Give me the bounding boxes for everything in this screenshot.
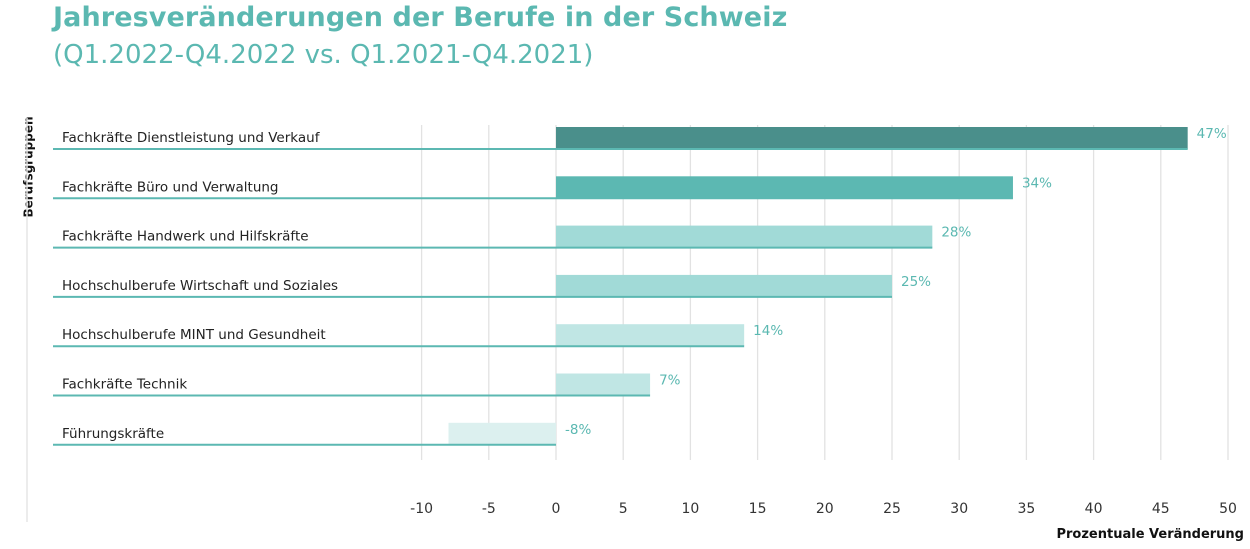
x-tick-label: 20	[816, 501, 834, 517]
value-label: 28%	[941, 225, 971, 241]
chart-subtitle: (Q1.2022-Q4.2022 vs. Q1.2021-Q4.2021)	[53, 40, 594, 70]
category-label: Hochschulberufe MINT und Gesundheit	[62, 327, 326, 343]
x-tick-label: 5	[619, 501, 628, 517]
value-label: 25%	[901, 274, 931, 290]
value-label: 34%	[1022, 175, 1052, 191]
bar	[556, 176, 1013, 199]
x-tick-label: 35	[1017, 501, 1035, 517]
x-tick-label: -5	[482, 501, 496, 517]
bar-row: Fachkräfte Büro und Verwaltung 34%	[53, 175, 1052, 200]
category-label: Fachkräfte Handwerk und Hilfskräfte	[62, 229, 309, 245]
x-axis-label: Prozentuale Veränderung	[1056, 527, 1244, 542]
x-tick-label: 10	[681, 501, 699, 517]
x-tick-label: -10	[410, 501, 433, 517]
x-tick-label: 25	[883, 501, 901, 517]
x-tick-label: 30	[950, 501, 968, 517]
bar	[556, 225, 933, 248]
bar-row: Führungskräfte -8%	[53, 422, 591, 446]
bar-row: Fachkräfte Dienstleistung und Verkauf 47%	[53, 126, 1227, 150]
x-tick-label: 15	[749, 501, 767, 517]
category-label: Führungskräfte	[62, 426, 164, 442]
category-label: Fachkräfte Büro und Verwaltung	[62, 179, 279, 195]
x-tick-label: 45	[1152, 501, 1170, 517]
bar-row: Hochschulberufe MINT und Gesundheit 14%	[53, 323, 783, 348]
x-tick-labels: -10 -5 0 5 10 15 20 25 30 35 40 45 50	[410, 501, 1237, 517]
value-label: 7%	[659, 373, 681, 389]
category-label: Fachkräfte Dienstleistung und Verkauf	[62, 130, 321, 146]
value-label: 47%	[1197, 126, 1227, 142]
category-label: Fachkräfte Technik	[62, 377, 187, 393]
bar	[556, 127, 1188, 149]
chart-title: Jahresveränderungen der Berufe in der Sc…	[53, 2, 788, 33]
bar	[556, 324, 745, 347]
bar	[556, 373, 651, 396]
bar	[556, 274, 892, 297]
x-tick-label: 0	[552, 501, 561, 517]
bar-row: Fachkräfte Technik 7%	[53, 373, 681, 397]
x-tick-label: 40	[1085, 501, 1103, 517]
value-label: -8%	[565, 422, 591, 438]
bar-row: Hochschulberufe Wirtschaft und Soziales 2…	[53, 274, 931, 298]
x-tick-label: 50	[1219, 501, 1237, 517]
bar-rows: Fachkräfte Dienstleistung und Verkauf 47%…	[53, 126, 1227, 446]
value-label: 14%	[753, 323, 783, 339]
bar	[448, 422, 556, 445]
category-label: Hochschulberufe Wirtschaft und Soziales	[62, 278, 338, 294]
bar-row: Fachkräfte Handwerk und Hilfskräfte 28%	[53, 225, 971, 249]
